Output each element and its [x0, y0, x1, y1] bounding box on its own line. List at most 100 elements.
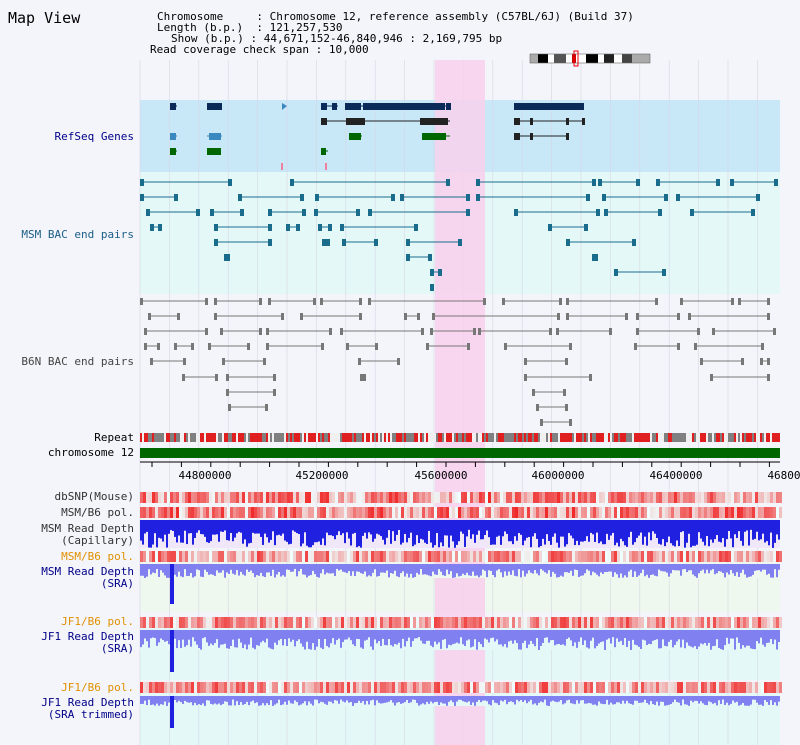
depth-bar	[754, 564, 756, 571]
pol-bin	[479, 682, 482, 693]
depth-bar	[440, 696, 442, 703]
depth-bar	[762, 564, 764, 570]
depth-bar	[398, 696, 400, 703]
depth-bar	[142, 696, 144, 704]
pol-bin	[212, 492, 215, 503]
depth-bar	[430, 696, 432, 702]
bac-end	[368, 209, 372, 216]
repeat-bin	[546, 433, 548, 442]
bac-end	[375, 343, 378, 350]
pol-bin	[329, 617, 332, 628]
depth-bar	[316, 520, 318, 543]
depth-bar	[570, 564, 572, 571]
pol-bin	[758, 492, 761, 503]
pol-bin	[185, 551, 188, 562]
pol-bin	[287, 682, 290, 693]
repeat-bin	[584, 433, 586, 442]
depth-bar	[654, 520, 656, 534]
depth-bar	[652, 696, 654, 705]
pol-bin	[395, 507, 398, 518]
depth-bar	[386, 630, 388, 646]
repeat-bin	[398, 433, 400, 442]
pol-bin	[554, 492, 557, 503]
pol-bin	[398, 492, 401, 503]
axis-tick-label: 44800000	[178, 469, 232, 482]
track-label-msm-bac[interactable]: MSM BAC end pairs	[21, 228, 134, 241]
repeat-bin	[510, 433, 512, 442]
pol-bin	[347, 682, 350, 693]
depth-bar	[178, 630, 180, 641]
depth-bar	[538, 564, 540, 576]
pol-bin	[335, 682, 338, 693]
depth-bar	[774, 520, 776, 543]
axis-tick-label: 45200000	[295, 469, 349, 482]
depth-bar	[760, 630, 762, 638]
depth-bar	[344, 630, 346, 640]
depth-bar	[602, 564, 604, 574]
depth-bar	[566, 630, 568, 639]
pol-bin	[155, 507, 158, 518]
repeat-bin	[160, 433, 162, 442]
repeat-bin	[326, 433, 328, 442]
depth-bar	[230, 564, 232, 570]
repeat-bin	[720, 433, 722, 442]
depth-bar	[692, 564, 694, 575]
depth-bar	[312, 564, 314, 571]
pol-bin	[614, 507, 617, 518]
track-label-repeat: Repeat	[94, 431, 134, 444]
depth-bar	[372, 630, 374, 650]
depth-bar	[676, 630, 678, 642]
track-label-b6n-bac[interactable]: B6N BAC end pairs	[21, 355, 134, 368]
depth-bar	[140, 564, 142, 576]
depth-bar	[314, 564, 316, 575]
depth-bar	[660, 696, 662, 702]
pol-bin	[293, 551, 296, 562]
depth-bar	[544, 564, 546, 573]
pol-bin	[191, 492, 194, 503]
pol-bin	[149, 551, 152, 562]
depth-bar	[274, 564, 276, 578]
depth-bar	[708, 564, 710, 574]
depth-bar	[178, 696, 180, 701]
depth-bar	[370, 630, 372, 647]
depth-bar	[298, 696, 300, 706]
pol-bin	[167, 682, 170, 693]
depth-bar	[326, 696, 328, 705]
depth-bar	[712, 630, 714, 647]
pol-bin	[278, 682, 281, 693]
axis-tick-label: 45600000	[414, 469, 468, 482]
depth-bar	[448, 630, 450, 645]
pol-bin	[452, 507, 455, 518]
bac-end	[183, 358, 186, 365]
repeat-bin	[744, 433, 746, 442]
depth-bar	[368, 630, 370, 638]
pol-bin	[479, 617, 482, 628]
pol-bin	[356, 682, 359, 693]
repeat-bin	[392, 433, 394, 442]
pol-bin	[317, 682, 320, 693]
pol-bin	[404, 617, 407, 628]
depth-bar	[252, 520, 254, 533]
depth-bar	[424, 696, 426, 705]
depth-bar	[422, 630, 424, 644]
depth-bar	[542, 564, 544, 571]
pol-bin	[500, 507, 503, 518]
track-label-refseq[interactable]: RefSeq Genes	[54, 130, 134, 143]
depth-bar	[710, 520, 712, 540]
pol-bin	[158, 551, 161, 562]
depth-bar	[294, 520, 296, 532]
pol-bin	[560, 617, 563, 628]
pol-bin	[563, 507, 566, 518]
pol-bin	[143, 682, 146, 693]
repeat-bin	[258, 433, 260, 442]
pol-bin	[770, 507, 773, 518]
repeat-bin	[260, 433, 262, 442]
pol-bin	[143, 617, 146, 628]
depth-bar	[194, 520, 196, 538]
repeat-bin	[428, 433, 430, 442]
pol-bin	[638, 682, 641, 693]
depth-bar	[334, 630, 336, 645]
pol-bin	[695, 551, 698, 562]
pol-bin	[722, 492, 725, 503]
depth-bar	[724, 696, 726, 705]
